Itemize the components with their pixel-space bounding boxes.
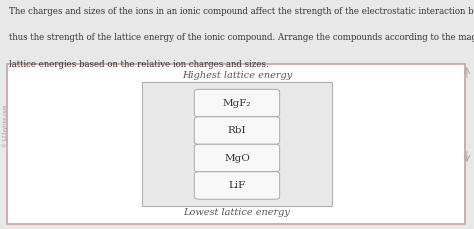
FancyBboxPatch shape: [194, 144, 280, 172]
Text: lattice energies based on the relative ion charges and sizes.: lattice energies based on the relative i…: [9, 60, 269, 68]
Text: Lowest lattice energy: Lowest lattice energy: [183, 208, 291, 217]
FancyBboxPatch shape: [194, 172, 280, 199]
FancyBboxPatch shape: [142, 82, 332, 206]
FancyBboxPatch shape: [194, 117, 280, 144]
Text: Highest lattice energy: Highest lattice energy: [182, 71, 292, 80]
FancyBboxPatch shape: [194, 89, 280, 117]
Text: The charges and sizes of the ions in an ionic compound affect the strength of th: The charges and sizes of the ions in an …: [9, 7, 474, 16]
Text: © 123syrinx.com: © 123syrinx.com: [2, 105, 8, 147]
Text: MgF₂: MgF₂: [223, 98, 251, 108]
FancyBboxPatch shape: [7, 64, 465, 224]
Text: RbI: RbI: [228, 126, 246, 135]
Text: thus the strength of the lattice energy of the ionic compound. Arrange the compo: thus the strength of the lattice energy …: [9, 33, 474, 42]
Text: LiF: LiF: [228, 181, 246, 190]
Text: MgO: MgO: [224, 153, 250, 163]
